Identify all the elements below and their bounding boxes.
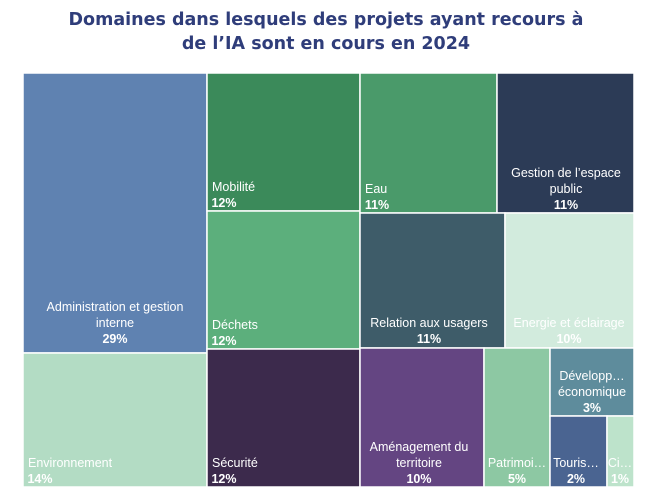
treemap-label-gestion-de-l-espace-public-line-2: public (550, 182, 583, 196)
treemap-value-environnement: 14% (27, 472, 52, 486)
treemap-label-administration-et-gestion-interne-line-1: Administration et gestion (47, 300, 184, 314)
treemap-label-gestion-de-l-espace-public-line-1: Gestion de l’espace (511, 166, 621, 180)
treemap-value-patrimoi: 5% (508, 472, 526, 486)
treemap-tile-eau (359, 72, 498, 214)
treemap-label-amenagement-du-territoire-line-1: Aménagement du (370, 440, 469, 454)
treemap-tile-administration-et-gestion-interne (22, 72, 208, 354)
treemap-tile-amenagement-du-territoire (359, 347, 485, 488)
treemap-label-eau: Eau (365, 182, 387, 196)
treemap-label-administration-et-gestion-interne-line-2: interne (96, 316, 134, 330)
treemap-tile-ci (606, 415, 635, 488)
treemap-value-touris: 2% (567, 472, 585, 486)
treemap-value-developp-economique: 3% (583, 401, 601, 415)
treemap-label-energie-et-eclairage: Energie et éclairage (513, 316, 624, 330)
treemap-label-mobilite: Mobilité (212, 180, 255, 194)
treemap-label-environnement: Environnement (28, 456, 113, 470)
chart-title-line-2: de l’IA sont en cours en 2024 (181, 34, 471, 54)
treemap-label-securite: Sécurité (212, 456, 258, 470)
treemap-label-patrimoi: Patrimoi… (488, 456, 546, 470)
treemap-label-developp-economique-line-1: Développ… (559, 369, 624, 383)
chart-title: Domaines dans lesquels des projets ayant… (0, 8, 652, 56)
treemap-label-relation-aux-usagers: Relation aux usagers (370, 316, 487, 330)
treemap-value-ci: 1% (611, 472, 629, 486)
treemap-value-relation-aux-usagers: 11% (417, 332, 441, 346)
treemap-label-touris: Touris… (553, 456, 599, 470)
treemap-label-ci: Ci… (608, 456, 632, 470)
treemap-tile-developp-economique (549, 347, 635, 417)
treemap-value-administration-et-gestion-interne: 29% (102, 332, 127, 346)
treemap-label-amenagement-du-territoire-line-2: territoire (396, 456, 442, 470)
chart-title-line-1: Domaines dans lesquels des projets ayant… (68, 10, 584, 30)
treemap-value-eau: 11% (365, 198, 389, 212)
treemap-value-mobilite: 12% (211, 196, 236, 210)
treemap-value-amenagement-du-territoire: 10% (406, 472, 431, 486)
treemap-tile-securite (206, 348, 361, 488)
treemap-tile-dechets (206, 210, 361, 350)
treemap-label-developp-economique-line-2: économique (558, 385, 626, 399)
treemap-value-dechets: 12% (211, 334, 236, 348)
treemap-label-dechets: Déchets (212, 318, 258, 332)
treemap-tile-touris (549, 415, 608, 488)
treemap-tile-mobilite (206, 72, 361, 212)
treemap-tile-patrimoi (483, 347, 551, 488)
treemap-value-securite: 12% (211, 472, 236, 486)
treemap-value-gestion-de-l-espace-public: 11% (554, 198, 578, 212)
treemap-value-energie-et-eclairage: 10% (556, 332, 581, 346)
treemap-tile-energie-et-eclairage (504, 212, 635, 349)
